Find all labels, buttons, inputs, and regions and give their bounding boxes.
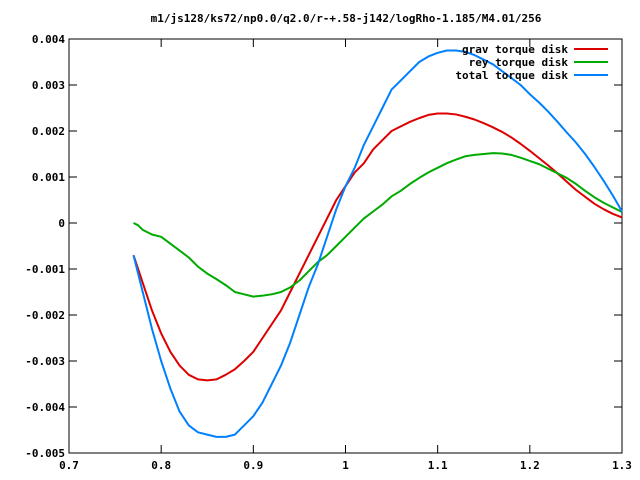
- series-line-1: [133, 152, 623, 298]
- x-tick-label: 1.2: [520, 459, 540, 472]
- y-tick-label: -0.005: [25, 447, 65, 460]
- y-tick-label: 0.002: [32, 125, 65, 138]
- y-tick-label: -0.002: [25, 309, 65, 322]
- legend-label-2: total torque disk: [455, 69, 568, 82]
- y-tick-label: 0.001: [32, 171, 65, 184]
- y-tick-label: 0: [58, 217, 65, 230]
- y-tick-label: 0.003: [32, 79, 65, 92]
- x-tick-label: 1: [342, 459, 349, 472]
- x-tick-label: 1.1: [428, 459, 448, 472]
- legend-label-1: rey torque disk: [469, 56, 569, 69]
- y-tick-label: 0.004: [32, 33, 65, 46]
- x-tick-label: 1.3: [612, 459, 632, 472]
- y-tick-label: -0.003: [25, 355, 65, 368]
- y-tick-label: -0.004: [25, 401, 65, 414]
- plot-frame: [68, 38, 623, 454]
- x-tick-label: 0.9: [243, 459, 263, 472]
- x-tick-label: 0.7: [59, 459, 79, 472]
- legend-label-0: grav torque disk: [462, 43, 568, 56]
- x-tick-label: 0.8: [151, 459, 171, 472]
- series-layer: [132, 49, 623, 438]
- axis-ticks: 0.7 0.8 0.9 1 1.1 1.2 1.3 0.004 0.003 0.002 0.001 0…: [25, 33, 632, 472]
- chart-title: m1/js128/ks72/np0.0/q2.0/r-+.58-j142/log…: [151, 12, 542, 25]
- y-tick-label: -0.001: [25, 263, 65, 276]
- series-line-2: [132, 49, 623, 438]
- series-line-0: [132, 112, 623, 382]
